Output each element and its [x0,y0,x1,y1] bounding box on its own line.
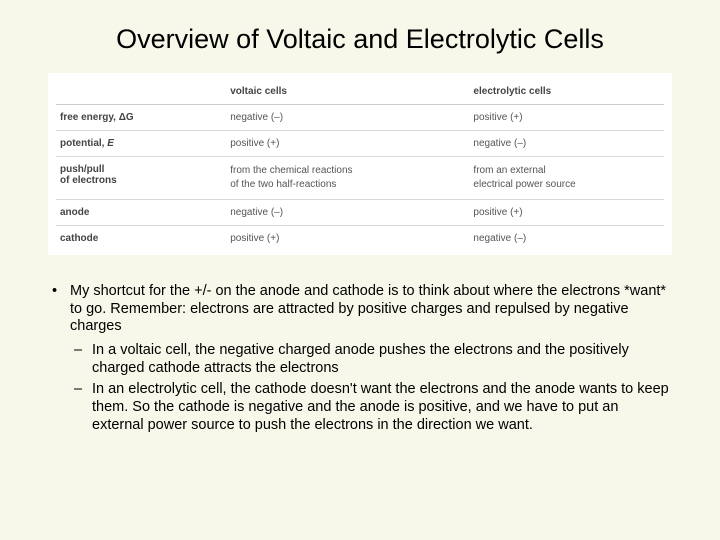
row-electrolytic: positive (+) [469,105,664,131]
comparison-table: voltaic cells electrolytic cells free en… [56,79,664,251]
row-electrolytic: negative (–) [469,131,664,157]
row-electrolytic: negative (–) [469,226,664,252]
bullet-sub-2: In an electrolytic cell, the cathode doe… [48,381,672,434]
header-voltaic: voltaic cells [226,79,469,105]
row-label: potential, E [56,131,226,157]
table-body: free energy, ΔGnegative (–)positive (+)p… [56,105,664,252]
row-voltaic: positive (+) [226,131,469,157]
row-voltaic: negative (–) [226,200,469,226]
row-label: anode [56,200,226,226]
comparison-table-wrap: voltaic cells electrolytic cells free en… [48,73,672,255]
header-electrolytic: electrolytic cells [469,79,664,105]
bullet-sub-1: In a voltaic cell, the negative charged … [48,342,672,377]
slide-title: Overview of Voltaic and Electrolytic Cel… [48,24,672,55]
row-label: free energy, ΔG [56,105,226,131]
table-row: push/pullof electronsfrom the chemical r… [56,157,664,200]
table-row: anodenegative (–)positive (+) [56,200,664,226]
header-blank [56,79,226,105]
table-header-row: voltaic cells electrolytic cells [56,79,664,105]
row-voltaic: positive (+) [226,226,469,252]
row-voltaic: negative (–) [226,105,469,131]
row-electrolytic: from an externalelectrical power source [469,157,664,200]
row-electrolytic: positive (+) [469,200,664,226]
table-row: potential, Epositive (+)negative (–) [56,131,664,157]
slide: Overview of Voltaic and Electrolytic Cel… [0,0,720,540]
table-row: free energy, ΔGnegative (–)positive (+) [56,105,664,131]
row-label: push/pullof electrons [56,157,226,200]
bullet-main: My shortcut for the +/- on the anode and… [48,283,672,336]
bullet-list: My shortcut for the +/- on the anode and… [48,283,672,435]
table-row: cathodepositive (+)negative (–) [56,226,664,252]
row-label: cathode [56,226,226,252]
row-voltaic: from the chemical reactionsof the two ha… [226,157,469,200]
